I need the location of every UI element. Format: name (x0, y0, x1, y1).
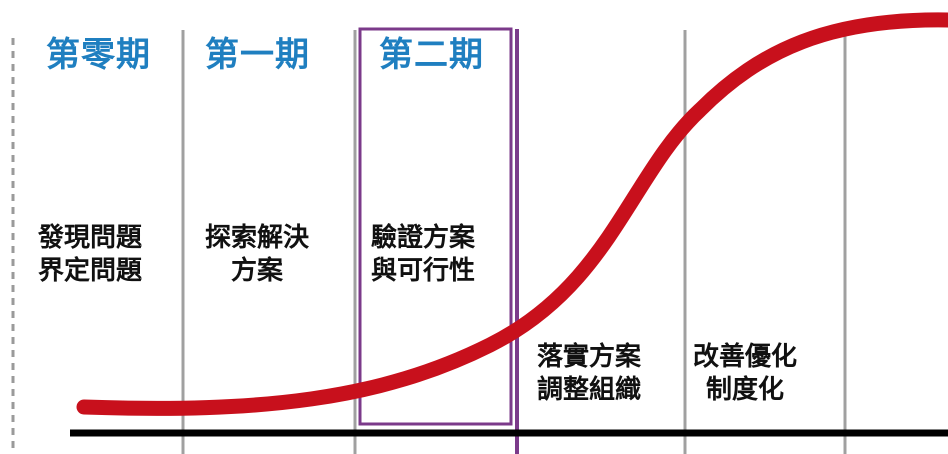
phase-description-0: 發現問題 界定問題 (38, 222, 142, 288)
description-line-2: 制度化 (706, 375, 785, 405)
description-line-2: 界定問題 (38, 256, 143, 286)
phase-title-0: 第零期 (46, 35, 151, 75)
phase-description-3: 落實方案 調整組織 (537, 341, 641, 407)
growth-s-curve (76, 12, 948, 416)
description-line-2: 與可行性 (371, 256, 476, 286)
highlight-box (358, 27, 513, 426)
description-line-1: 改善優化 (693, 342, 798, 372)
description-line-2: 方案 (231, 256, 284, 286)
phase-title-1: 第一期 (205, 35, 310, 75)
description-line-2: 調整組織 (537, 375, 642, 405)
description-line-1: 發現問題 (38, 223, 143, 253)
phase-description-4: 改善優化 制度化 (693, 341, 797, 407)
phase-description-1: 探索解決 方案 (205, 222, 309, 288)
phase-description-2: 驗證方案 與可行性 (371, 222, 475, 288)
description-line-1: 探索解決 (205, 223, 310, 253)
description-line-1: 驗證方案 (371, 223, 476, 253)
description-line-1: 落實方案 (537, 342, 642, 372)
phase-title-2: 第二期 (379, 35, 484, 75)
